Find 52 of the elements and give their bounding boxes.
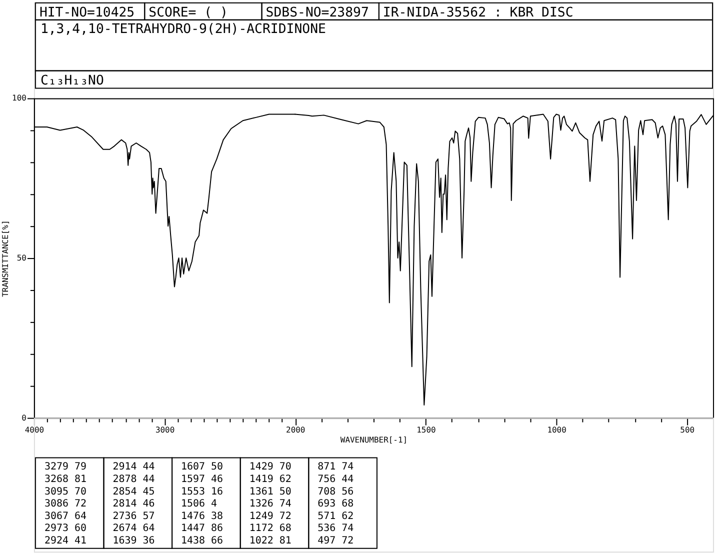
text: 2814 46 (112, 498, 155, 510)
text: 1438 66 (181, 535, 224, 546)
text: C₁₃H₁₃NO (40, 74, 104, 89)
text: 1597 46 (181, 474, 224, 486)
text: 1172 68 (249, 523, 292, 534)
x-tick-label: 4000 (24, 425, 44, 434)
text: 2973 60 (44, 523, 86, 534)
text: 1553 16 (181, 486, 224, 498)
x-tick-label: 3000 (155, 425, 175, 434)
text: 1476 38 (181, 510, 224, 522)
text: 3268 81 (44, 474, 86, 486)
text: 708 56 (318, 486, 354, 498)
text: 2914 44 (112, 462, 155, 473)
text: SDBS-NO=23897 (266, 5, 369, 20)
text: 1639 36 (112, 535, 155, 546)
text: 1607 50 (181, 462, 224, 473)
x-tick-label: 1500 (416, 425, 436, 434)
text: 1361 50 (249, 486, 292, 498)
text: HIT-NO=10425 (39, 5, 135, 20)
text: 3279 79 (44, 462, 86, 473)
y-tick-label: 0 (22, 413, 27, 422)
text: 497 72 (318, 535, 354, 546)
text: 571 62 (318, 510, 354, 522)
text: 1506 4 (181, 498, 218, 510)
text: 2674 64 (112, 523, 155, 534)
text: 1,3,4,10-TETRAHYDRO-9(2H)-ACRIDINONE (40, 22, 326, 37)
text: 536 74 (318, 523, 354, 534)
text: 1249 72 (249, 510, 292, 522)
text: 1447 86 (181, 523, 224, 534)
text: 1419 62 (249, 474, 292, 486)
text: 3086 72 (44, 498, 86, 510)
x-tick-label: 500 (680, 425, 695, 434)
text: SCORE= ( ) (148, 5, 228, 20)
y-tick-label: 50 (16, 254, 27, 263)
text: 2878 44 (112, 474, 155, 486)
text: 3067 64 (44, 510, 86, 522)
x-axis-title: WAVENUMBER[-1] (340, 435, 408, 444)
text: 2736 57 (112, 510, 155, 522)
text: 1326 74 (249, 498, 292, 510)
text: 871 74 (318, 462, 354, 473)
x-tick-label: 2000 (286, 425, 306, 434)
text: 693 68 (318, 498, 354, 510)
text: 756 44 (318, 474, 354, 486)
x-tick-label: 1000 (547, 425, 567, 434)
text: 1429 70 (249, 462, 292, 473)
text: 2854 45 (112, 486, 155, 498)
text: 1022 81 (249, 535, 292, 546)
y-axis-title: TRANSMITTANCE[%] (1, 220, 10, 297)
y-tick-label: 100 (12, 94, 27, 103)
text: 3095 70 (44, 486, 86, 498)
text: 2924 41 (44, 535, 86, 546)
text: IR-NIDA-35562 : KBR DISC (382, 5, 574, 20)
